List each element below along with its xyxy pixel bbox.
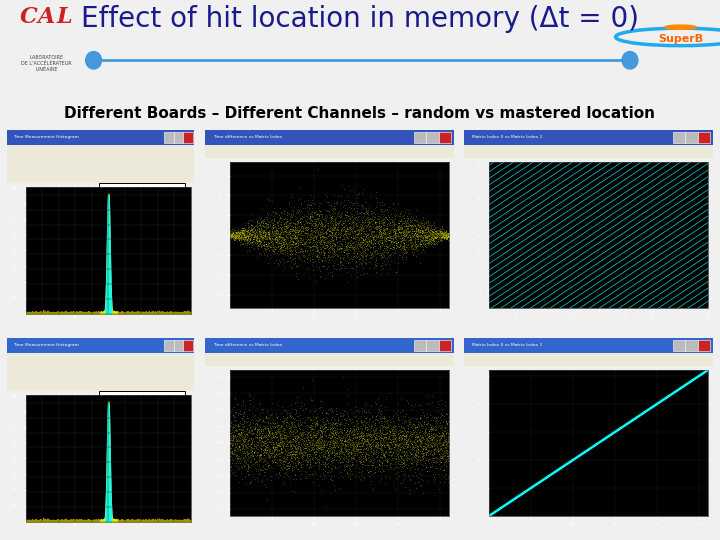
FancyBboxPatch shape bbox=[99, 183, 185, 218]
FancyBboxPatch shape bbox=[230, 162, 449, 308]
FancyBboxPatch shape bbox=[205, 130, 454, 145]
FancyBboxPatch shape bbox=[230, 370, 449, 516]
Text: 7.64 ps rms: 7.64 ps rms bbox=[112, 195, 171, 204]
Text: C: C bbox=[20, 6, 37, 29]
FancyBboxPatch shape bbox=[414, 340, 426, 350]
Text: Time difference vs Matrix Index: Time difference vs Matrix Index bbox=[212, 135, 282, 139]
FancyBboxPatch shape bbox=[7, 130, 194, 145]
FancyBboxPatch shape bbox=[174, 340, 183, 350]
Text: LABORATOIRE
DE L'ACCÉLÉRATEUR
LINÉAIRE: LABORATOIRE DE L'ACCÉLÉRATEUR LINÉAIRE bbox=[22, 55, 72, 72]
FancyBboxPatch shape bbox=[490, 162, 708, 308]
Text: Time Measurement Histogram: Time Measurement Histogram bbox=[13, 135, 78, 139]
FancyBboxPatch shape bbox=[438, 340, 451, 350]
FancyBboxPatch shape bbox=[7, 338, 194, 353]
FancyBboxPatch shape bbox=[183, 132, 192, 143]
FancyBboxPatch shape bbox=[183, 340, 192, 350]
FancyBboxPatch shape bbox=[673, 340, 685, 350]
FancyBboxPatch shape bbox=[438, 132, 451, 143]
FancyBboxPatch shape bbox=[698, 340, 711, 350]
Text: Matrix Index 0 vs Matrix Index 1: Matrix Index 0 vs Matrix Index 1 bbox=[472, 343, 542, 347]
Text: Time difference vs Matrix Index: Time difference vs Matrix Index bbox=[212, 343, 282, 347]
FancyBboxPatch shape bbox=[26, 187, 191, 314]
FancyBboxPatch shape bbox=[673, 132, 685, 143]
FancyBboxPatch shape bbox=[464, 130, 713, 145]
FancyBboxPatch shape bbox=[426, 132, 438, 143]
Ellipse shape bbox=[86, 51, 102, 69]
FancyBboxPatch shape bbox=[205, 353, 454, 366]
Text: 5.85 ps rms: 5.85 ps rms bbox=[112, 403, 171, 412]
FancyBboxPatch shape bbox=[426, 340, 438, 350]
FancyBboxPatch shape bbox=[464, 353, 713, 366]
Text: Time Measurement Histogram: Time Measurement Histogram bbox=[13, 343, 78, 347]
FancyBboxPatch shape bbox=[464, 338, 713, 353]
Text: Different Boards – Different Channels – random vs mastered location: Different Boards – Different Channels – … bbox=[65, 106, 655, 121]
FancyBboxPatch shape bbox=[7, 353, 194, 391]
Text: L: L bbox=[57, 6, 73, 29]
FancyBboxPatch shape bbox=[464, 145, 713, 158]
FancyBboxPatch shape bbox=[205, 338, 454, 353]
Text: A: A bbox=[38, 6, 55, 29]
FancyBboxPatch shape bbox=[490, 370, 708, 516]
FancyBboxPatch shape bbox=[685, 132, 698, 143]
FancyBboxPatch shape bbox=[685, 340, 698, 350]
FancyBboxPatch shape bbox=[205, 145, 454, 158]
FancyBboxPatch shape bbox=[164, 132, 174, 143]
FancyBboxPatch shape bbox=[414, 132, 426, 143]
Ellipse shape bbox=[622, 51, 638, 69]
Text: Matrix Index 0 vs Matrix Index 1: Matrix Index 0 vs Matrix Index 1 bbox=[472, 135, 542, 139]
Text: Effect of hit location in memory (Δt = 0): Effect of hit location in memory (Δt = 0… bbox=[81, 5, 639, 33]
FancyBboxPatch shape bbox=[164, 340, 174, 350]
Circle shape bbox=[665, 25, 696, 29]
FancyBboxPatch shape bbox=[174, 132, 183, 143]
FancyBboxPatch shape bbox=[99, 391, 185, 426]
FancyBboxPatch shape bbox=[7, 145, 194, 183]
FancyBboxPatch shape bbox=[698, 132, 711, 143]
FancyBboxPatch shape bbox=[26, 395, 191, 522]
Text: SuperB: SuperB bbox=[658, 34, 703, 44]
